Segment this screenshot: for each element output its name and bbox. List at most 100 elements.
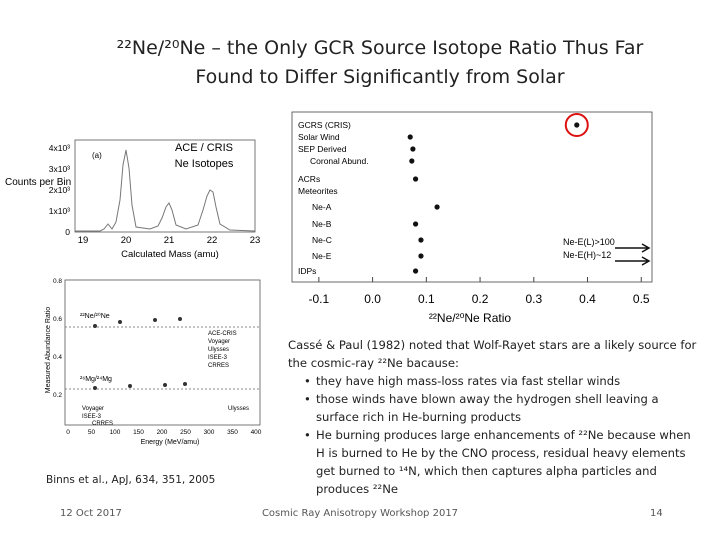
bullet-list: they have high mass-loss rates via fast …	[288, 372, 700, 498]
x-tick-label: 200	[157, 429, 168, 436]
intro: Cassé & Paul (1982) noted that Wolf-Raye…	[288, 338, 697, 370]
ratio-figure: ²²Ne/²⁰Ne Ratio Ne-E(L)>100 Ne-E(H)~12 G…	[291, 111, 653, 325]
legend-entry: Voyager	[208, 339, 230, 345]
point	[418, 253, 424, 259]
point	[412, 221, 419, 227]
category-label: ACRs	[298, 174, 320, 184]
energy-figure: Measured Abundance Ratio Energy (MeV/amu…	[45, 278, 262, 446]
point	[128, 384, 132, 388]
x-tick-label: 300	[204, 429, 215, 436]
x-tick-label: 20	[121, 235, 132, 246]
panel-label: (a)	[92, 151, 102, 160]
arrow	[615, 243, 651, 266]
point	[412, 268, 419, 274]
x-tick-label: 0.3	[525, 292, 542, 306]
frame	[291, 111, 653, 283]
x-tick-label: 100	[110, 429, 121, 436]
category-label: Solar Wind	[298, 132, 340, 142]
y-tick-label: 0.8	[53, 278, 62, 285]
ratio-label: ²²Ne/²⁰Ne	[80, 312, 110, 320]
x-tick-label: 350	[227, 429, 238, 436]
point	[409, 158, 415, 164]
y-axis-label: Measured Abundance Ratio	[45, 307, 52, 393]
bullet: those winds have blown away the hydrogen…	[304, 390, 700, 426]
point	[93, 324, 97, 328]
category-label: Ne-C	[312, 235, 332, 245]
point	[574, 122, 580, 128]
point	[178, 317, 182, 321]
y-axis-label: Counts per Bin	[5, 177, 71, 188]
frame	[74, 139, 256, 233]
annotation: Ne Isotopes	[175, 158, 234, 170]
mission-label: ISEE-3	[82, 414, 102, 420]
x-tick-label: 23	[250, 235, 261, 246]
y-tick-label: 0.6	[53, 316, 62, 323]
point	[183, 382, 187, 386]
legend-entry: Ulysses	[208, 347, 229, 353]
x-axis-label: Energy (MeV/amu)	[141, 439, 200, 446]
x-axis-label: Calculated Mass (amu)	[121, 249, 219, 260]
point	[163, 383, 167, 387]
point	[434, 204, 440, 210]
y-ticks: 4x10³ 3x10³ 2x10³ 1x10³ 0	[49, 143, 71, 237]
category-label: Meteorites	[298, 186, 338, 196]
y-tick-label: 0.4	[53, 354, 62, 361]
slide-title: ²²Ne/²⁰Ne – the Only GCR Source Isotope …	[60, 34, 700, 92]
footer-date: 12 Oct 2017	[60, 508, 122, 519]
page-number: 14	[650, 508, 663, 519]
point	[410, 146, 416, 152]
legend-entry: CRRES	[208, 363, 229, 369]
y-tick-label: 2x10³	[49, 185, 70, 195]
x-tick-label: 0.1	[418, 292, 435, 306]
point	[93, 386, 97, 390]
point	[153, 318, 157, 322]
x-tick-label: 0.5	[633, 292, 650, 306]
point	[118, 320, 122, 324]
legend: ACE-CRIS Voyager Ulysses ISEE-3 CRRES	[208, 331, 237, 369]
x-tick-label: 21	[164, 235, 175, 246]
x-tick-label: -0.1	[309, 292, 330, 306]
mission-label: CRRES	[92, 421, 113, 427]
lower-limit: Ne-E(H)~12	[563, 250, 611, 260]
x-tick-label: 400	[251, 429, 262, 436]
x-tick-label: 0.4	[579, 292, 596, 306]
histogram	[75, 149, 256, 232]
x-tick-label: 250	[180, 429, 191, 436]
point	[418, 237, 424, 243]
y-tick-label: 4x10³	[49, 143, 70, 153]
bullet: they have high mass-loss rates via fast …	[304, 372, 700, 390]
category-label: Ne-B	[312, 219, 332, 229]
point	[412, 176, 419, 182]
ratio-label: ²⁶Mg/²⁴Mg	[80, 376, 112, 383]
points	[93, 317, 187, 390]
footer-event: Cosmic Ray Anisotropy Workshop 2017	[261, 508, 459, 519]
mission-label: Ulysses	[228, 406, 249, 412]
category-label: Ne-A	[312, 202, 332, 212]
category-label: SEP Derived	[298, 144, 347, 154]
title-line: Found to Differ Significantly from Solar	[195, 66, 565, 88]
x-axis-label: ²²Ne/²⁰Ne Ratio	[429, 311, 511, 325]
bullet: He burning produces large enhancements o…	[304, 426, 700, 498]
category-label: IDPs	[298, 266, 316, 276]
legend-entry: ACE-CRIS	[208, 331, 237, 337]
category-label: Ne-E	[312, 251, 332, 261]
body-text: Cassé & Paul (1982) noted that Wolf-Raye…	[288, 336, 700, 498]
y-ticks: 0.8 0.6 0.4 0.2	[53, 278, 62, 399]
mass-figure: (a) ACE / CRIS Ne Isotopes Counts per Bi…	[5, 139, 261, 260]
legend-entry: ISEE-3	[208, 355, 228, 361]
category-label: GCRS (CRIS)	[298, 120, 351, 130]
frame	[64, 279, 261, 426]
annotation: ACE / CRIS	[175, 142, 233, 154]
citation: Binns et al., ApJ, 634, 351, 2005	[46, 474, 216, 486]
mission-label: Voyager	[82, 406, 104, 412]
highlight	[564, 113, 589, 137]
x-tick-label: 150	[133, 429, 144, 436]
y-tick-label: 0.2	[53, 392, 62, 399]
x-tick-label: 19	[78, 235, 89, 246]
title-line: ²²Ne/²⁰Ne – the Only GCR Source Isotope …	[116, 37, 644, 59]
x-ticks: 0 50 100 150 200 250 300 350 400	[66, 429, 262, 436]
x-tick-label: 0.2	[472, 292, 489, 306]
x-tick-label: 50	[88, 429, 96, 436]
lower-limit: Ne-E(L)>100	[563, 237, 615, 247]
